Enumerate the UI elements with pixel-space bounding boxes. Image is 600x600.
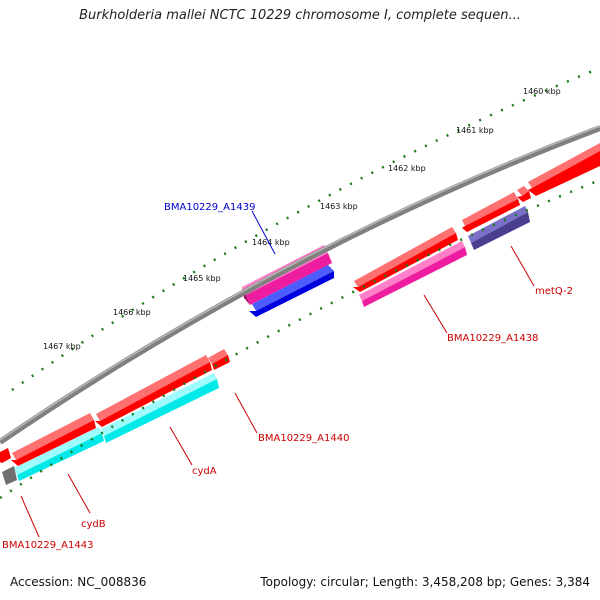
kbp-labels: 1460 kbp 1461 kbp 1462 kbp 1463 kbp 1464…	[43, 87, 561, 351]
gene-labels: BMA10229_A1439 BMA10229_A1438 metQ-2 BMA…	[2, 202, 573, 551]
gene-label-cyda[interactable]: cydA	[192, 466, 217, 477]
inner-gene-track	[0, 143, 600, 485]
gene-label-cydb[interactable]: cydB	[81, 519, 106, 530]
gene-cyda[interactable]	[101, 373, 219, 443]
gene-red-far-right-top	[528, 143, 600, 188]
kbp-label-1461: 1461 kbp	[456, 126, 494, 135]
genome-backbone	[0, 125, 600, 445]
gene-label-metq[interactable]: metQ-2	[535, 286, 573, 297]
gene-a1438-top	[359, 241, 465, 301]
gene-red-edge-body	[0, 448, 11, 463]
gene-red-small-right[interactable]	[517, 186, 531, 202]
outer-gene-track	[242, 245, 334, 317]
backbone-highlight	[0, 125, 600, 441]
gene-red-far-right[interactable]	[528, 143, 600, 196]
kbp-label-1462: 1462 kbp	[388, 164, 426, 173]
gene-red-long-top	[96, 355, 210, 421]
label-leaders	[20, 210, 535, 538]
kbp-label-1466: 1466 kbp	[113, 308, 151, 317]
accession-text: Accession: NC_008836	[10, 575, 147, 589]
gene-red-edge[interactable]	[0, 448, 11, 463]
gene-red-left[interactable]	[11, 413, 96, 466]
gene-red-long-body	[95, 362, 212, 427]
leader-cydb	[67, 473, 91, 514]
gene-label-a1439[interactable]: BMA10229_A1439	[164, 202, 255, 213]
gene-cyda-top	[101, 373, 217, 436]
gene-metq-2[interactable]	[468, 206, 530, 250]
gene-metq-body	[471, 212, 530, 250]
kbp-label-1460: 1460 kbp	[523, 87, 561, 96]
leader-a1439	[251, 210, 276, 255]
backbone-line	[0, 125, 600, 445]
gene-a1439-body	[246, 253, 332, 305]
gene-blue-body	[249, 271, 334, 317]
gene-blue-top-face	[252, 265, 334, 311]
gene-metq-top	[468, 206, 528, 243]
gene-cydb-top	[14, 427, 102, 475]
gene-red-a1438-neighbor[interactable]	[353, 227, 458, 292]
gene-red-small-mid-top	[208, 349, 228, 364]
gene-label-a1440[interactable]: BMA10229_A1440	[258, 433, 349, 444]
gene-red-mid-right-body	[462, 199, 520, 232]
gene-red-long-mid[interactable]	[95, 355, 212, 427]
gene-red-small-top	[517, 186, 529, 196]
gene-cyda-body	[104, 379, 219, 443]
gene-bma10229-a1438[interactable]	[359, 241, 467, 307]
leader-a1438	[423, 294, 448, 334]
gene-red-left-top	[12, 413, 94, 460]
gene-red-neighbor-top	[354, 227, 456, 287]
kbp-label-1463: 1463 kbp	[320, 202, 358, 211]
gene-a1443-body	[2, 466, 17, 485]
gene-label-a1438[interactable]: BMA10229_A1438	[447, 333, 538, 344]
gene-red-small-body	[517, 191, 531, 202]
map-title: Burkholderia mallei NCTC 10229 chromosom…	[79, 8, 521, 23]
leader-cyda	[169, 426, 193, 466]
gene-red-neighbor-body	[353, 233, 458, 292]
gene-red-mid-right-top	[462, 192, 518, 226]
inner-tick-dots	[0, 178, 600, 500]
gene-label-a1443[interactable]: BMA10229_A1443	[2, 540, 93, 551]
kbp-label-1467: 1467 kbp	[43, 342, 81, 351]
gene-a1438-body	[362, 247, 467, 307]
gene-blue-forward[interactable]	[249, 265, 334, 317]
kbp-label-1464: 1464 kbp	[252, 238, 290, 247]
gene-bma10229-a1443[interactable]	[2, 466, 17, 485]
leader-a1443	[20, 495, 40, 538]
leader-a1440	[234, 392, 258, 434]
gene-red-mid-right[interactable]	[462, 192, 520, 232]
gene-red-left-body	[11, 420, 96, 466]
genome-summary-text: Topology: circular; Length: 3,458,208 bp…	[260, 575, 590, 589]
kbp-label-1465: 1465 kbp	[183, 274, 221, 283]
leader-metq	[510, 245, 535, 287]
inner-tick-scale	[0, 178, 600, 500]
gene-red-far-right-body	[528, 151, 600, 196]
